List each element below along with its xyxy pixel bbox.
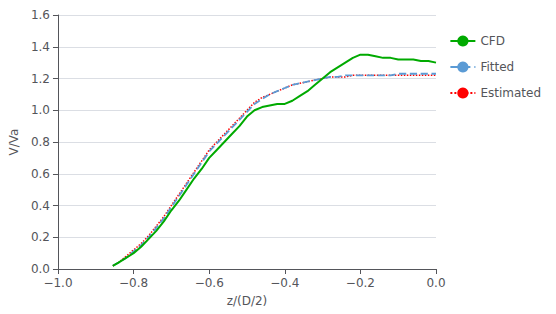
svg-text:1.2: 1.2 — [31, 72, 50, 86]
svg-text:1.6: 1.6 — [31, 8, 50, 22]
svg-text:−0.2: −0.2 — [346, 276, 375, 290]
svg-text:Fitted: Fitted — [480, 60, 514, 74]
svg-text:−0.6: −0.6 — [195, 276, 224, 290]
svg-text:Estimated: Estimated — [480, 86, 541, 100]
svg-text:0.0: 0.0 — [426, 276, 445, 290]
svg-text:0.0: 0.0 — [31, 262, 50, 276]
svg-text:0.4: 0.4 — [31, 199, 50, 213]
svg-text:0.6: 0.6 — [31, 167, 50, 181]
svg-text:0.2: 0.2 — [31, 230, 50, 244]
svg-text:−0.8: −0.8 — [119, 276, 148, 290]
svg-text:0.8: 0.8 — [31, 135, 50, 149]
svg-text:1.0: 1.0 — [31, 103, 50, 117]
svg-text:CFD: CFD — [480, 34, 505, 48]
svg-text:V/Va: V/Va — [7, 129, 21, 156]
svg-text:z/(D/2): z/(D/2) — [227, 294, 268, 308]
svg-text:−0.4: −0.4 — [270, 276, 299, 290]
svg-text:1.4: 1.4 — [31, 40, 50, 54]
svg-text:−1.0: −1.0 — [43, 276, 72, 290]
